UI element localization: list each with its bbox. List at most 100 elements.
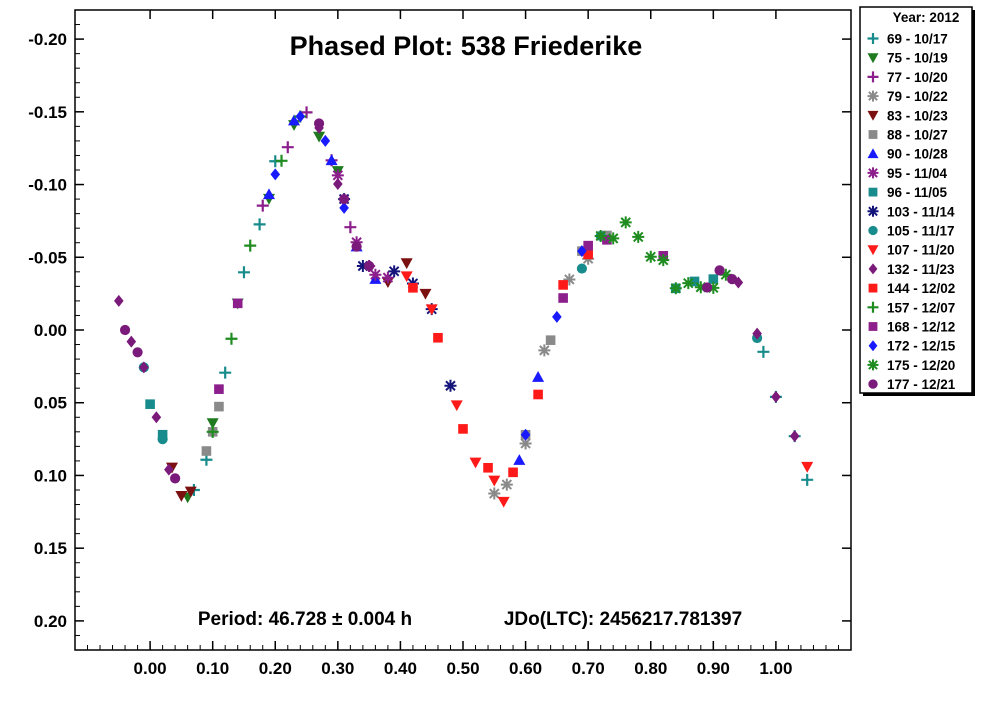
data-point — [225, 332, 238, 345]
x-axis-ticks: 0.00 0.10 0.20 0.30 0.40 0.50 0.60 0.70 0.80 0.90… — [87, 10, 839, 678]
legend-label: 69 - 10/17 — [887, 32, 948, 47]
data-point — [719, 268, 732, 281]
data-point — [458, 424, 468, 434]
data-point — [170, 473, 181, 484]
data-point — [602, 235, 612, 245]
legend-entry: 168 - 12/12 — [868, 320, 955, 335]
data-point — [707, 281, 720, 294]
data-point — [338, 193, 350, 205]
series-0 — [187, 155, 814, 496]
x-tick-label: 1.00 — [759, 659, 792, 678]
series-8 — [145, 274, 719, 440]
legend-entry: 105 - 11/17 — [868, 224, 955, 239]
x-tick-label: 0.00 — [134, 659, 167, 678]
data-point — [119, 324, 131, 336]
data-point — [657, 254, 670, 267]
legend-entry: 95 - 11/04 — [867, 166, 948, 181]
data-point — [558, 280, 568, 290]
data-point — [281, 141, 294, 154]
legend-entry: 132 - 11/23 — [868, 262, 955, 277]
data-point — [752, 327, 762, 340]
series-15 — [214, 235, 669, 394]
y-tick-label: -0.10 — [28, 176, 67, 195]
data-point — [519, 437, 532, 450]
data-points-layer — [114, 106, 814, 508]
data-point — [508, 467, 518, 478]
data-point — [644, 250, 657, 263]
data-point — [313, 118, 325, 129]
legend-label: 96 - 11/05 — [887, 185, 948, 200]
legend-marker — [867, 71, 879, 83]
legend-marker — [867, 53, 879, 64]
data-point — [545, 335, 556, 345]
data-point — [369, 268, 382, 281]
legend-entry: 83 - 10/23 — [867, 108, 948, 123]
data-point — [488, 487, 501, 500]
series-17 — [594, 216, 732, 295]
data-point — [151, 411, 162, 424]
legend-label: 157 - 12/07 — [887, 300, 955, 315]
data-point — [701, 282, 713, 293]
data-point — [632, 230, 645, 243]
data-point — [145, 399, 155, 409]
data-point — [558, 293, 568, 303]
legend-entry: 175 - 12/20 — [867, 358, 955, 373]
legend-label: 75 - 10/19 — [887, 51, 948, 66]
period-text: Period: 46.728 ± 0.004 h — [198, 609, 412, 630]
series-1 — [181, 120, 344, 504]
data-point — [244, 239, 257, 252]
data-point — [344, 221, 357, 234]
data-point — [164, 463, 174, 476]
data-point — [689, 276, 700, 287]
data-point — [771, 390, 781, 403]
data-point — [288, 114, 301, 126]
legend-marker — [867, 205, 879, 217]
data-point — [214, 384, 224, 394]
data-point — [757, 345, 770, 358]
y-axis-ticks: -0.20 -0.15 -0.10 -0.05 0.00 0.05 0.10 0.15 0.20 — [28, 24, 851, 636]
legend-marker — [867, 148, 879, 159]
legend-label: 175 - 12/20 — [887, 358, 955, 373]
data-point — [563, 273, 576, 286]
data-point — [419, 288, 432, 300]
legend-entry: 177 - 12/21 — [868, 377, 956, 392]
legend-label: 88 - 10/27 — [887, 128, 948, 143]
data-point — [214, 401, 224, 412]
data-point — [619, 216, 632, 229]
legend-entry: 77 - 10/20 — [867, 70, 948, 85]
data-point — [313, 131, 326, 143]
legend-label: 177 - 12/21 — [887, 377, 956, 392]
data-point — [275, 154, 288, 167]
y-tick-label: 0.10 — [34, 466, 67, 485]
series-9 — [338, 193, 457, 392]
data-point — [206, 418, 219, 430]
data-point — [520, 428, 531, 441]
data-point — [408, 283, 418, 293]
data-point — [356, 260, 369, 272]
legend-label: 90 - 10/28 — [887, 147, 948, 162]
x-tick-label: 0.10 — [196, 659, 229, 678]
data-point — [263, 188, 275, 200]
series-18 — [119, 118, 738, 484]
legend-entry: 75 - 10/19 — [867, 51, 948, 66]
legend-marker — [867, 245, 879, 256]
series-11 — [400, 271, 814, 508]
legend-entry: 90 - 10/28 — [867, 147, 948, 162]
y-tick-label: 0.05 — [34, 394, 67, 413]
data-point — [400, 258, 413, 270]
legend-marker — [868, 187, 878, 197]
data-point — [433, 332, 443, 343]
data-point — [500, 478, 513, 491]
legend-marker — [867, 33, 879, 44]
x-tick-label: 0.30 — [321, 659, 354, 678]
legend-marker — [868, 322, 878, 331]
data-point — [538, 344, 551, 357]
data-point — [577, 245, 587, 258]
x-tick-label: 0.80 — [634, 659, 667, 678]
data-point — [425, 304, 438, 316]
data-point — [351, 241, 362, 252]
legend-marker — [868, 379, 878, 389]
legend-marker — [867, 90, 879, 102]
data-point — [583, 240, 593, 251]
legend-label: 79 - 10/22 — [887, 89, 948, 104]
